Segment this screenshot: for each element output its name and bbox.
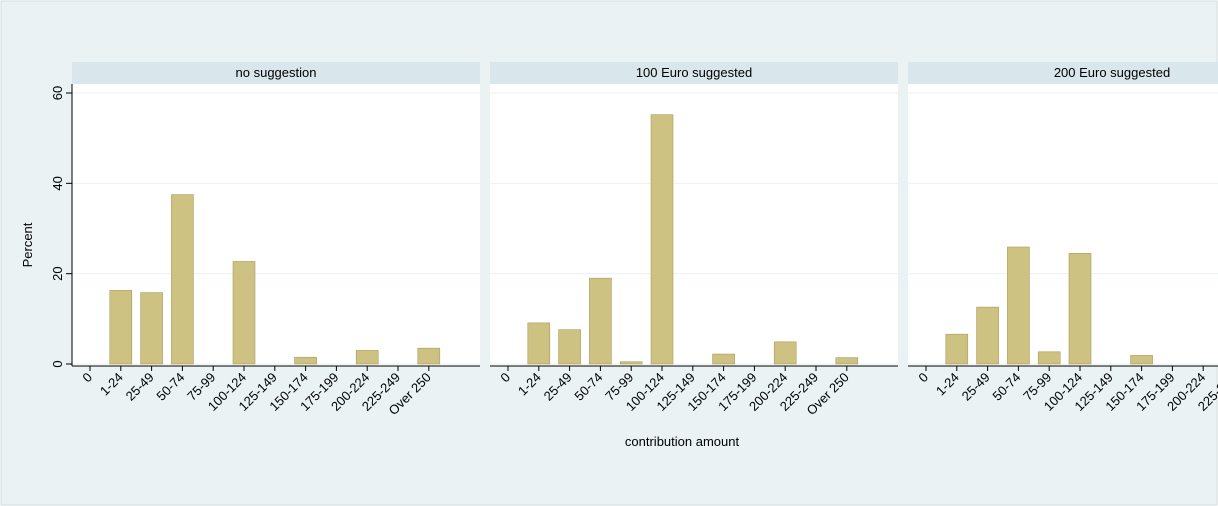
bar xyxy=(619,361,643,365)
panel-title: 100 Euro suggested xyxy=(636,65,752,80)
bar xyxy=(650,114,674,365)
plot-area xyxy=(490,84,898,366)
bar xyxy=(835,357,859,365)
bar xyxy=(1037,351,1061,365)
strip xyxy=(490,62,898,84)
y-tick-label: 40 xyxy=(50,176,65,190)
x-axis-label: contribution amount xyxy=(625,434,740,449)
bar xyxy=(232,261,256,365)
bar xyxy=(294,356,317,365)
panel-title: no suggestion xyxy=(236,65,317,80)
strip xyxy=(908,62,1218,84)
y-tick-label: 0 xyxy=(50,360,65,367)
y-tick-label: 60 xyxy=(50,86,65,100)
plot-area xyxy=(72,84,480,366)
bar xyxy=(1007,246,1030,365)
bar xyxy=(1068,253,1092,365)
bar xyxy=(355,350,379,365)
bar xyxy=(558,329,581,365)
bar xyxy=(976,306,999,365)
strip xyxy=(72,62,480,84)
bar xyxy=(140,292,163,365)
bar xyxy=(527,322,551,365)
bar xyxy=(417,347,441,365)
bar xyxy=(589,277,612,365)
bar xyxy=(1130,355,1153,365)
panel-title: 200 Euro suggested xyxy=(1054,65,1170,80)
y-tick-label: 20 xyxy=(50,266,65,280)
bar xyxy=(171,194,194,365)
bar xyxy=(109,290,133,365)
bar xyxy=(712,353,735,365)
bar xyxy=(773,341,797,365)
plot-area xyxy=(908,84,1218,366)
y-axis-label: Percent xyxy=(20,222,35,267)
bar xyxy=(945,333,969,365)
